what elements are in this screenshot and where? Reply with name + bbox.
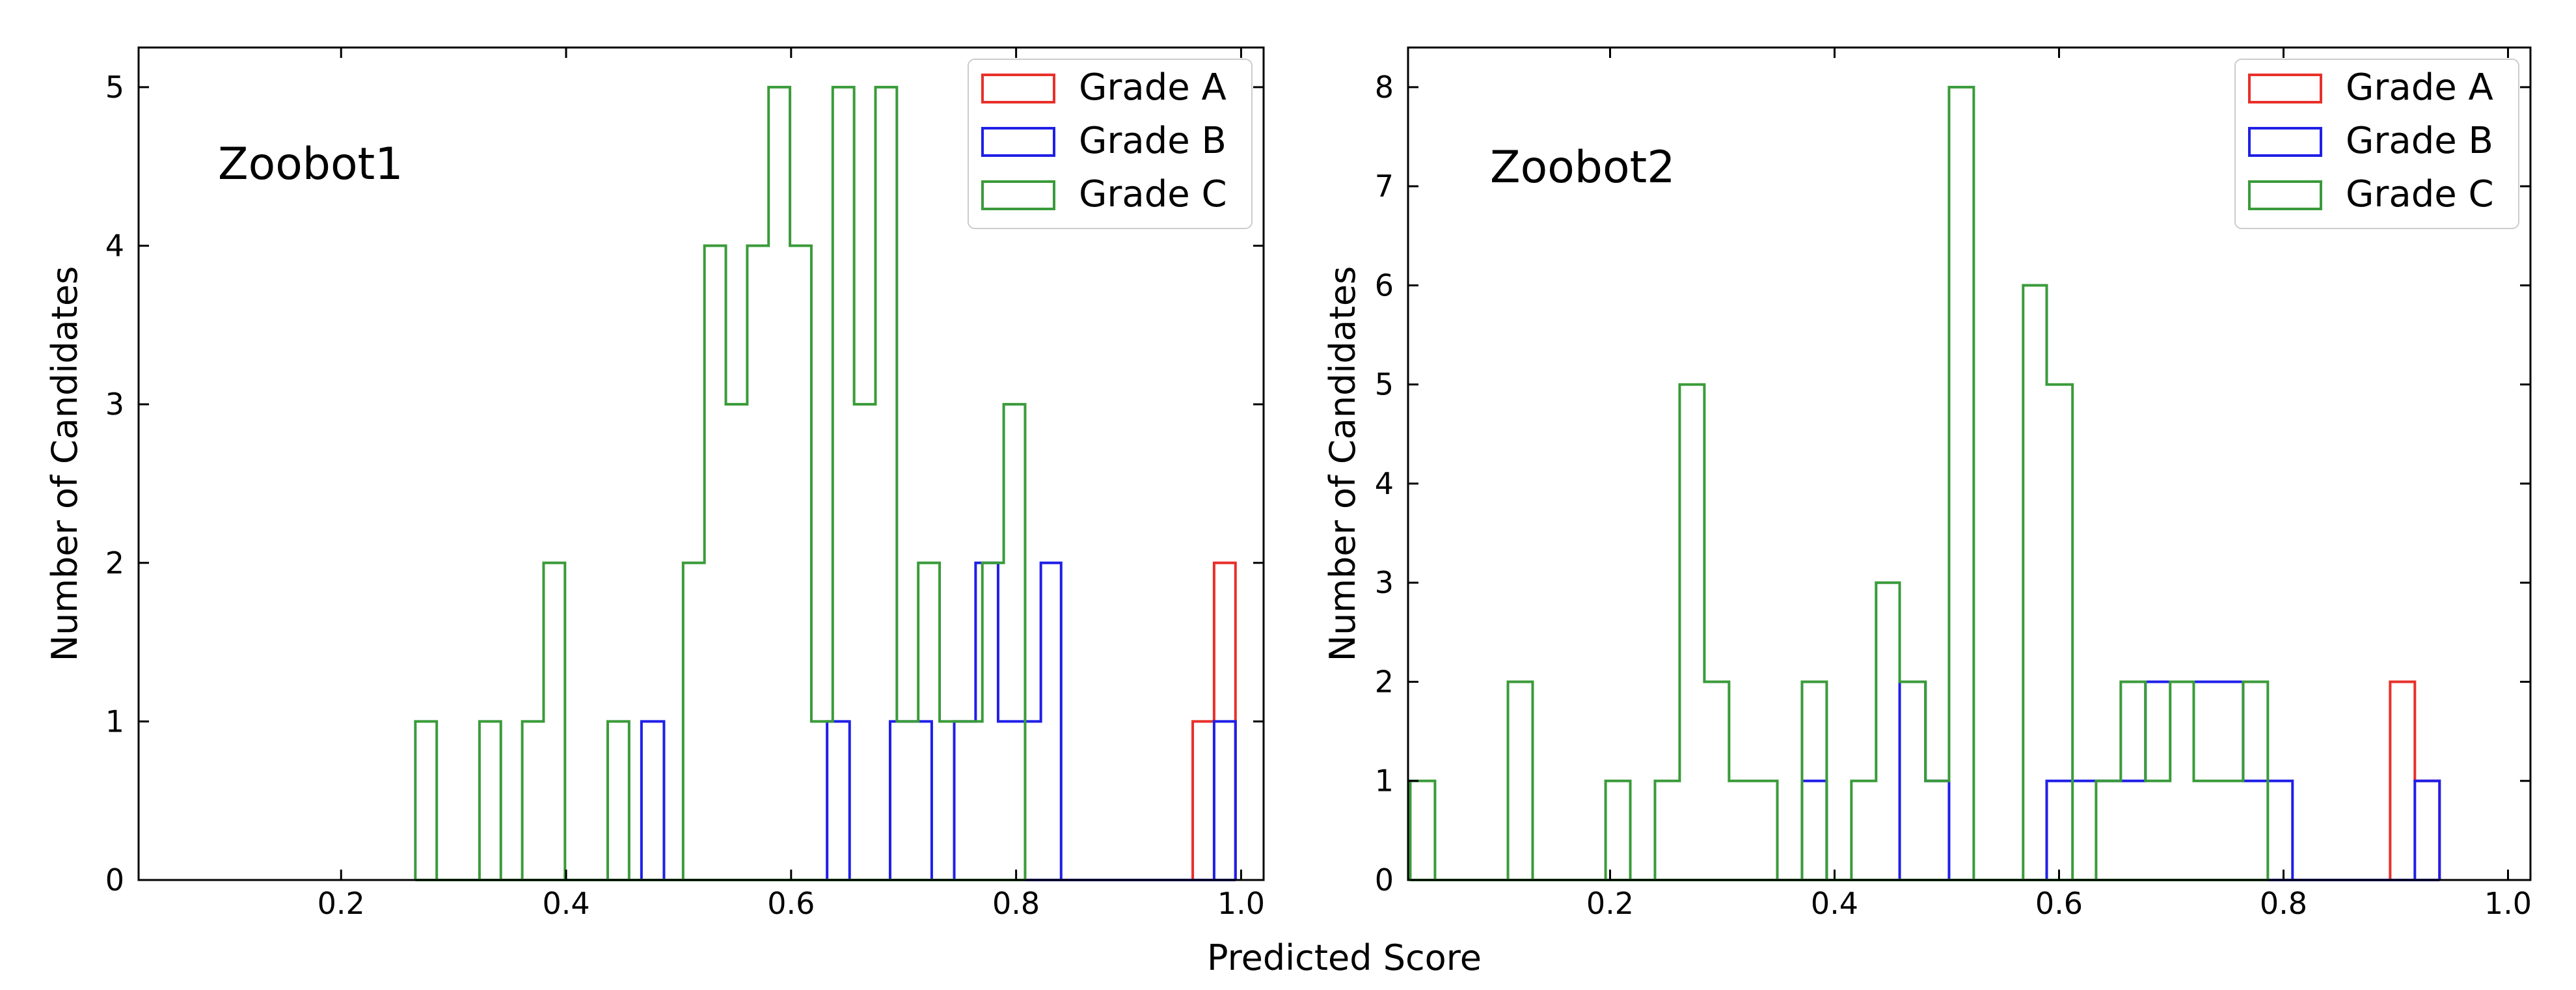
y-tick-label: 7 [1375, 169, 1394, 204]
y-tick-label: 1 [105, 704, 124, 739]
plot-frame [1407, 46, 2532, 881]
y-tick-label: 2 [1375, 664, 1394, 699]
x-tick-label: 0.4 [1811, 886, 1858, 921]
x-tick-label: 1.0 [2484, 886, 2532, 921]
y-tick-label: 8 [1375, 70, 1394, 105]
y-tick-label: 5 [105, 70, 124, 105]
y-tick-label: 0 [105, 862, 124, 898]
legend-swatch [2248, 180, 2322, 210]
x-tick-label: 1.0 [1217, 886, 1265, 921]
legend-swatch [981, 127, 1055, 157]
chart-panel-zoobot2: 0.2 0.4 0.6 0.8 1.0 0 1 2 3 4 5 6 7 8 Number of Candid… [1322, 46, 2532, 921]
x-tick-label: 0.8 [2260, 886, 2307, 921]
legend-swatch [981, 180, 1055, 210]
y-tick-label: 2 [105, 545, 124, 581]
y-axis-label: Number of Candidates [1322, 266, 1363, 662]
histogram-step-line [414, 85, 1027, 880]
legend-label: Grade C [2346, 173, 2494, 215]
panels-group: 0.2 0.4 0.6 0.8 1.0 0 1 2 3 4 5 Number of Candidate… [44, 46, 2532, 921]
histogram-step-line [1191, 561, 1237, 880]
legend-swatch [981, 74, 1055, 103]
x-tick-label: 0.2 [1586, 886, 1634, 921]
legend-label: Grade A [2346, 66, 2493, 109]
y-tick-label: 4 [105, 228, 124, 264]
legend-label: Grade A [1079, 66, 1227, 109]
histogram-step-line [1409, 85, 2270, 880]
y-tick-label: 6 [1375, 268, 1394, 303]
y-axis-label: Number of Candidates [44, 266, 85, 662]
legend-label: Grade B [2346, 120, 2493, 162]
shared-x-axis-label: Predicted Score [1207, 937, 1482, 978]
chart-panel-zoobot1: 0.2 0.4 0.6 0.8 1.0 0 1 2 3 4 5 Number of Candidate… [44, 46, 1265, 921]
y-tick-label: 4 [1375, 466, 1394, 501]
plot-frame [137, 46, 1265, 881]
x-tick-label: 0.4 [542, 886, 590, 921]
legend-swatch [2248, 74, 2322, 103]
legend-swatch [2248, 127, 2322, 157]
series-grade-c [1409, 85, 2270, 881]
y-tick-label: 5 [1375, 367, 1394, 402]
series-grade-c [414, 85, 1027, 881]
panel-annotation: Zoobot2 [1490, 142, 1675, 193]
legend: Grade A Grade B Grade C [968, 59, 1253, 229]
x-tick-label: 0.8 [992, 886, 1040, 921]
y-tick-label: 3 [1375, 565, 1394, 600]
legend-label: Grade B [1079, 120, 1227, 162]
x-tick-label: 0.2 [318, 886, 365, 921]
panel-annotation: Zoobot1 [218, 139, 403, 190]
legend: Grade A Grade B Grade C [2234, 59, 2519, 229]
y-tick-label: 0 [1375, 862, 1394, 898]
x-tick-label: 0.6 [767, 886, 815, 921]
legend-label: Grade C [1079, 173, 1227, 215]
x-tick-label: 0.6 [2035, 886, 2083, 921]
y-tick-label: 1 [1375, 763, 1394, 799]
y-tick-label: 3 [105, 387, 124, 422]
